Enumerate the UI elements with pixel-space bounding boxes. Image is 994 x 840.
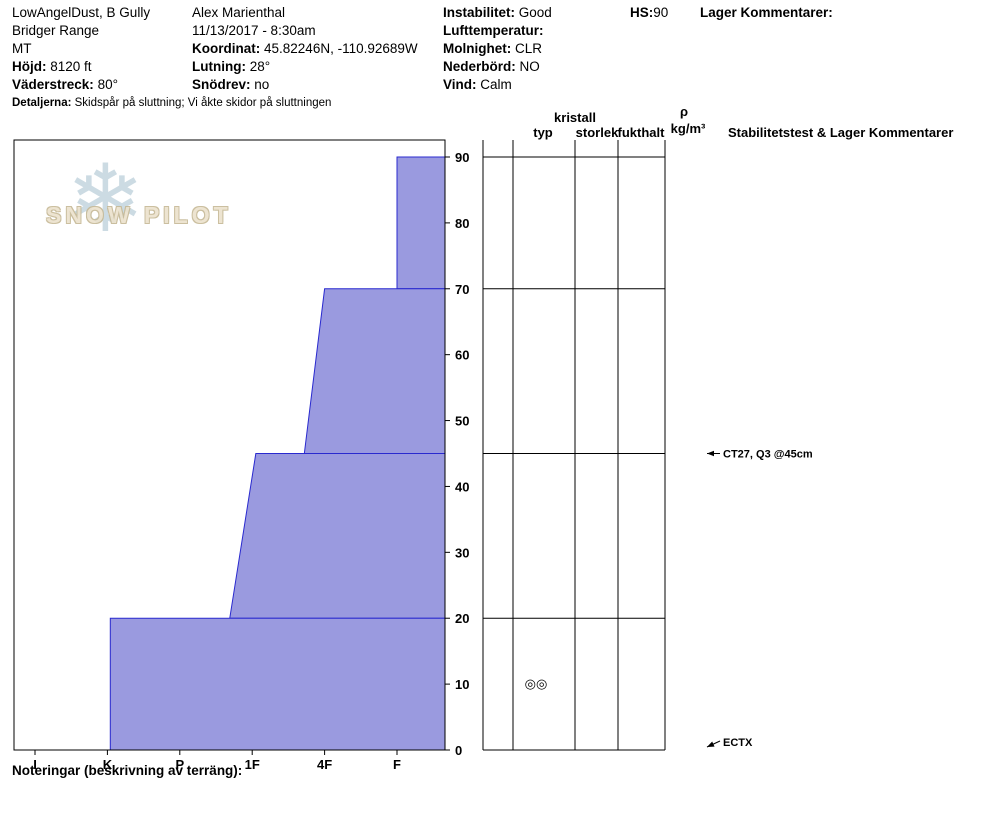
y-tick-label: 10 [455, 677, 469, 692]
hs-value: 90 [653, 5, 669, 20]
coordinates-value: 45.82246N, -110.92689W [264, 41, 418, 56]
sky-cover: Molnighet: CLR [443, 41, 542, 58]
coordinates: Koordinat: 45.82246N, -110.92689W [192, 41, 418, 58]
aspect-label: Väderstreck: [12, 77, 94, 92]
aspect-value: 80° [97, 77, 118, 92]
hardness-label: 4F [317, 757, 332, 772]
details: Detaljerna: Skidspår på sluttning; Vi åk… [12, 96, 331, 110]
details-label: Detaljerna: [12, 97, 72, 109]
slope-angle: Lutning: 28° [192, 59, 270, 76]
hardness-label: I [33, 757, 37, 772]
elevation-label: Höjd: [12, 59, 47, 74]
slope-label: Lutning: [192, 59, 246, 74]
details-value: Skidspår på sluttning; Vi åkte skidor på… [74, 97, 332, 109]
air-temp-label: Lufttemperatur: [443, 23, 544, 38]
y-tick-label: 40 [455, 479, 469, 494]
grain-type-symbol: ◎◎ [525, 676, 548, 691]
column-header-storlek: storlek [576, 125, 619, 140]
snowflake-icon: ❄ [66, 146, 145, 251]
y-tick-label: 70 [455, 282, 469, 297]
state-text: MT [12, 41, 32, 56]
y-tick-label: 90 [455, 150, 469, 165]
hardness-label: K [103, 757, 113, 772]
hs-label: HS: [630, 5, 654, 20]
drifting-value: no [254, 77, 270, 92]
column-header-typ: typ [533, 125, 553, 140]
elevation: Höjd: 8120 ft [12, 59, 92, 76]
wind: Vind: Calm [443, 77, 512, 94]
precipitation: Nederbörd: NO [443, 59, 540, 76]
column-header-density-symbol: ρ [680, 104, 688, 119]
drifting-snow: Snödrev: no [192, 77, 269, 94]
observation-datetime: 11/13/2017 - 8:30am [192, 23, 316, 40]
snow-layer [229, 453, 446, 619]
air-temperature: Lufttemperatur: [443, 23, 544, 40]
coordinates-label: Koordinat: [192, 41, 261, 56]
snow-layer [109, 617, 446, 751]
precip-value: NO [519, 59, 540, 74]
observer: Alex Marienthal [192, 5, 285, 22]
wind-label: Vind: [443, 77, 477, 92]
sky-value: CLR [515, 41, 543, 56]
snow-height-total: HS:90 [630, 5, 668, 22]
hardness-label: F [393, 757, 401, 772]
elevation-value: 8120 ft [50, 59, 92, 74]
layer-comments-header: Lager Kommentarer: [700, 5, 833, 22]
stability-test-annotation: ECTX [723, 737, 753, 749]
hardness-chart-frame [13, 139, 446, 751]
column-header-kristall: kristall [554, 110, 596, 125]
site-name-text: LowAngelDust, B Gully [12, 5, 151, 20]
column-header-stability: Stabilitetstest & Lager Kommentarer [728, 125, 953, 140]
y-tick-label: 60 [455, 348, 469, 363]
hardness-label: 1F [245, 757, 260, 772]
annotation-arrowhead [707, 450, 714, 457]
observer-text: Alex Marienthal [192, 5, 286, 20]
y-tick-label: 30 [455, 545, 469, 560]
notes-label: Noteringar (beskrivning av terräng): [12, 763, 243, 778]
y-tick-label: 80 [455, 216, 469, 231]
mountain-range: Bridger Range [12, 23, 99, 40]
sky-label: Molnighet: [443, 41, 512, 56]
site-name: LowAngelDust, B Gully [12, 5, 150, 22]
instability-label: Instabilitet: [443, 5, 516, 20]
layer-comments-label: Lager Kommentarer: [700, 5, 833, 20]
column-header-density-units: kg/m³ [671, 121, 706, 136]
drifting-label: Snödrev: [192, 77, 251, 92]
snow-layer [303, 288, 446, 454]
wind-value: Calm [480, 77, 512, 92]
range-text: Bridger Range [12, 23, 100, 38]
snow-layer [396, 156, 446, 290]
instability: Instabilitet: Good [443, 5, 552, 22]
annotation-arrowhead [707, 741, 715, 747]
y-tick-label: 20 [455, 611, 469, 626]
hardness-label: P [175, 757, 184, 772]
y-tick-label: 0 [455, 743, 462, 758]
state: MT [12, 41, 32, 58]
snowpilot-logo-text: SNOW PILOT [46, 202, 232, 228]
aspect: Väderstreck: 80° [12, 77, 118, 94]
precip-label: Nederbörd: [443, 59, 516, 74]
instability-value: Good [518, 5, 552, 20]
column-header-fukthalt: fukthalt [618, 125, 666, 140]
y-tick-label: 50 [455, 414, 469, 429]
stability-test-annotation: CT27, Q3 @45cm [723, 449, 813, 461]
slope-value: 28° [249, 59, 271, 74]
datetime-text: 11/13/2017 - 8:30am [192, 23, 316, 38]
